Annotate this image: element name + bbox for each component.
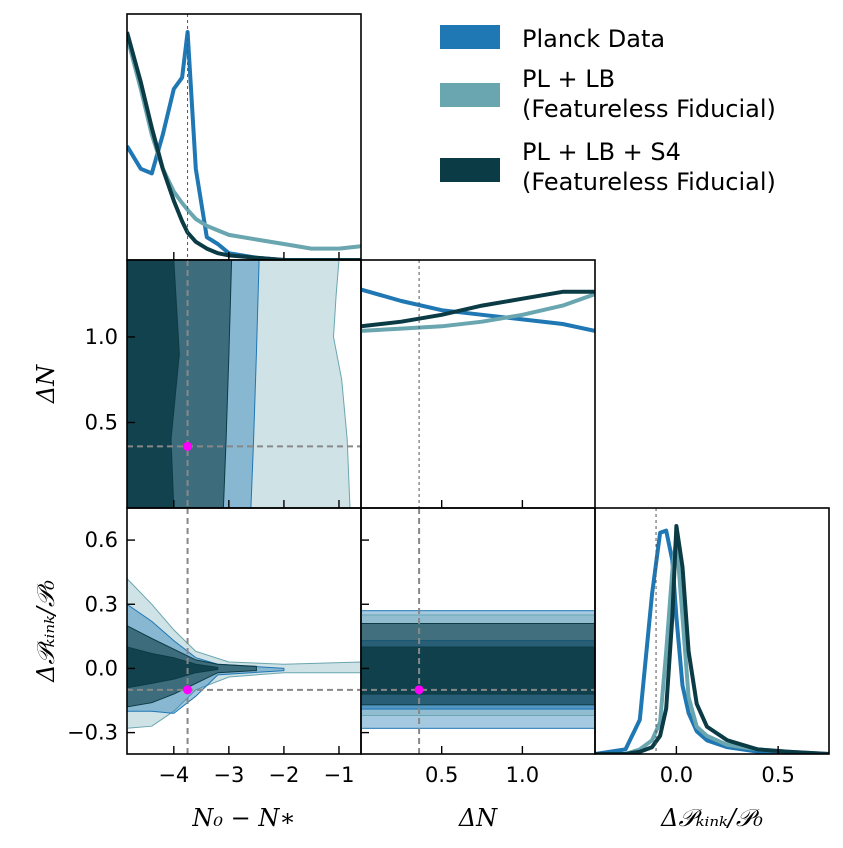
legend-label-pl-lb-s4: PL + LB + S4 xyxy=(522,138,681,166)
legend-label-pl-lb-sub: (Featureless Fiducial) xyxy=(522,95,776,123)
ytick-label-dp: 0.0 xyxy=(85,656,118,680)
ylabel-dp: Δ𝒫ₖᵢₙₖ/𝒫₀ xyxy=(32,580,60,683)
marginal-line-dp-planck-data xyxy=(595,528,829,754)
legend-label-pl-lb: PL + LB xyxy=(522,65,615,93)
legend-swatch-pl-lb xyxy=(440,83,500,107)
panel-n0-dn xyxy=(126,259,362,509)
fiducial-marker-dn-dp xyxy=(414,685,424,695)
ytick-label-dp: −0.3 xyxy=(67,721,118,745)
contour-dn-dp-pl-lb-s4-68 xyxy=(361,646,595,695)
xlabel-dp: Δ𝒫ₖᵢₙₖ/𝒫₀ xyxy=(660,804,763,832)
fiducial-marker-n0-dn xyxy=(183,441,193,451)
legend-label-pl-lb-s4-sub: (Featureless Fiducial) xyxy=(522,168,776,196)
panel-frame xyxy=(594,507,830,755)
legend-swatch-pl-lb-s4 xyxy=(440,158,500,182)
panel-dn-dp xyxy=(360,507,596,755)
ytick-label-dn: 0.5 xyxy=(85,410,118,434)
xtick-label-n0: −3 xyxy=(213,763,244,787)
tick-marks xyxy=(127,252,779,754)
xtick-label-dp: 0.5 xyxy=(761,763,794,787)
ytick-label-dp: 0.3 xyxy=(85,592,118,616)
panel-n0-dp xyxy=(126,507,362,755)
xlabel-n0: N₀ − N∗ xyxy=(191,804,295,832)
xtick-label-dn: 1.0 xyxy=(506,763,539,787)
xtick-label-dp: 0.0 xyxy=(660,763,693,787)
marginal-line-dp-pl-lb-s4 xyxy=(595,524,829,754)
xtick-label-n0: −1 xyxy=(323,763,354,787)
legend-label-planck: Planck Data xyxy=(522,25,665,53)
marginal-line-n0-pl-lb-s4 xyxy=(127,31,361,260)
panel-frame xyxy=(360,259,596,509)
marginal-line-dn-pl-lb xyxy=(361,292,595,333)
ytick-label-dn: 1.0 xyxy=(85,325,118,349)
xtick-label-n0: −4 xyxy=(158,763,189,787)
marginal-line-n0-planck-data xyxy=(127,30,361,260)
contour-n0-dp-pl-lb-s4-68 xyxy=(127,646,219,689)
marginal-line-dn-pl-lb-s4 xyxy=(361,289,595,329)
xtick-label-n0: −2 xyxy=(268,763,299,787)
marginal-line-dp-pl-lb xyxy=(595,535,829,754)
panel-dn-marginal xyxy=(360,259,596,509)
xlabel-dn: ΔN xyxy=(458,804,498,832)
panel-n0-marginal xyxy=(126,13,362,261)
panel-dp-marginal xyxy=(594,507,830,755)
legend-swatch-planck xyxy=(440,25,500,49)
tick-labels: −4 −3 −2 −1 0.5 1.0 0.0 0.5 0.5 1.0 −0.3 0.0 0.3 0.6 xyxy=(67,325,795,787)
xtick-label-dn: 0.5 xyxy=(425,763,458,787)
ylabel-dn: ΔN xyxy=(32,364,60,404)
contour-n0-dn-pl-lb-s4-68 xyxy=(127,260,180,508)
legend: Planck Data PL + LB (Featureless Fiducia… xyxy=(440,25,776,196)
marginal-line-dn-planck-data xyxy=(361,287,595,333)
ytick-label-dp: 0.6 xyxy=(85,528,118,552)
fiducial-marker-n0-dp xyxy=(183,685,193,695)
